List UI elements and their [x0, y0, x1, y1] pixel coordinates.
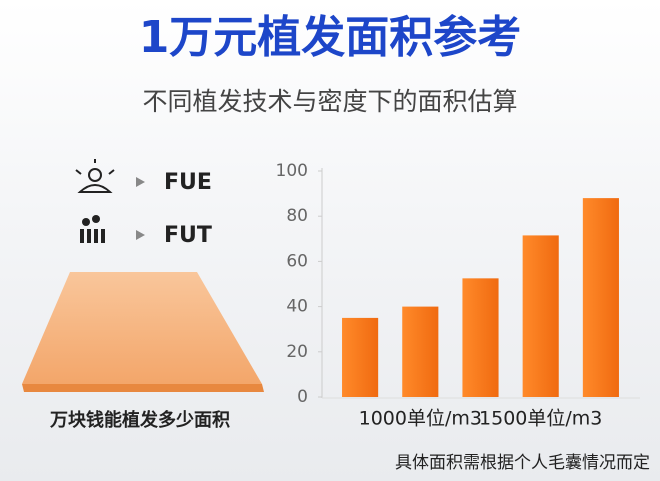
method-label: FUE: [164, 170, 212, 195]
bar: [582, 198, 619, 397]
y-tick-label: 60: [286, 251, 308, 271]
y-tick-label: 20: [286, 342, 308, 362]
y-tick-label: 40: [286, 297, 308, 317]
bar: [402, 306, 439, 397]
y-tick-label: 100: [276, 161, 308, 181]
x-tick-label: 1500单位/m3: [479, 408, 602, 430]
bar: [462, 278, 499, 397]
method-label: FUT: [164, 223, 212, 248]
bar: [522, 235, 559, 397]
subtitle: 不同植发技术与密度下的面积估算: [142, 87, 517, 116]
bar: [342, 317, 379, 397]
area-card-edge: [22, 384, 264, 392]
card-caption: 万块钱能植发多少面积: [49, 409, 230, 431]
footnote: 具体面积需根据个人毛囊情况而定: [395, 453, 650, 473]
y-tick-label: 0: [297, 387, 308, 407]
x-tick-label: 1000单位/m3: [359, 408, 482, 430]
title: 1万元植发面积参考: [139, 12, 522, 63]
area-card: [22, 272, 262, 384]
fue-icon: [75, 159, 115, 193]
fut-icon: [80, 215, 105, 243]
arrow: [136, 177, 145, 240]
y-tick-label: 80: [286, 206, 308, 226]
